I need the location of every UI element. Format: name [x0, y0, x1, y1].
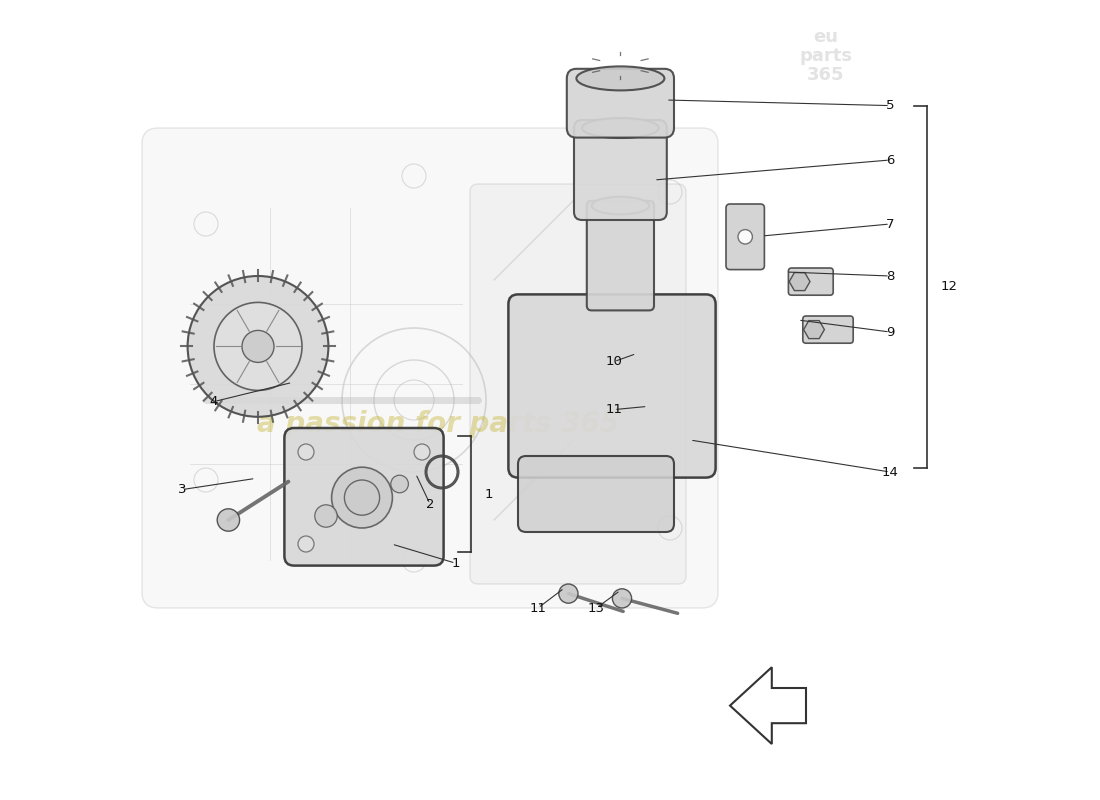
FancyBboxPatch shape: [566, 69, 674, 138]
FancyBboxPatch shape: [142, 128, 718, 608]
FancyBboxPatch shape: [586, 201, 654, 310]
Circle shape: [331, 467, 393, 528]
Circle shape: [214, 302, 302, 390]
FancyBboxPatch shape: [574, 120, 667, 220]
Text: 14: 14: [881, 466, 899, 478]
Text: 8: 8: [886, 270, 894, 282]
Text: 1: 1: [451, 557, 460, 570]
Text: 11: 11: [529, 602, 547, 614]
Text: 2: 2: [426, 498, 434, 510]
Ellipse shape: [582, 118, 659, 138]
Circle shape: [414, 444, 430, 460]
Text: 12: 12: [940, 280, 957, 294]
Circle shape: [242, 330, 274, 362]
Circle shape: [738, 230, 752, 244]
Text: 11: 11: [605, 403, 623, 416]
FancyBboxPatch shape: [803, 316, 854, 343]
FancyBboxPatch shape: [285, 428, 443, 566]
Circle shape: [344, 480, 380, 515]
Text: 5: 5: [886, 99, 894, 112]
Circle shape: [559, 584, 578, 603]
Circle shape: [613, 589, 631, 608]
Circle shape: [298, 536, 314, 552]
Text: 6: 6: [886, 154, 894, 166]
FancyBboxPatch shape: [518, 456, 674, 532]
Text: a passion for parts 365: a passion for parts 365: [257, 410, 619, 438]
FancyBboxPatch shape: [470, 184, 686, 584]
Text: eu
parts
365: eu parts 365: [800, 27, 852, 84]
Circle shape: [298, 444, 314, 460]
Text: 4: 4: [210, 395, 218, 408]
Text: 3: 3: [178, 483, 186, 496]
Text: 10: 10: [606, 355, 623, 368]
Text: 13: 13: [587, 602, 605, 614]
Circle shape: [390, 475, 408, 493]
FancyBboxPatch shape: [508, 294, 716, 478]
Text: 9: 9: [886, 326, 894, 338]
Circle shape: [315, 505, 338, 527]
Circle shape: [188, 276, 329, 417]
FancyBboxPatch shape: [789, 268, 833, 295]
FancyBboxPatch shape: [726, 204, 764, 270]
Polygon shape: [730, 667, 806, 744]
Text: 7: 7: [886, 218, 894, 230]
Text: 1: 1: [484, 487, 493, 501]
Ellipse shape: [576, 66, 664, 90]
Ellipse shape: [592, 197, 649, 214]
Circle shape: [217, 509, 240, 531]
